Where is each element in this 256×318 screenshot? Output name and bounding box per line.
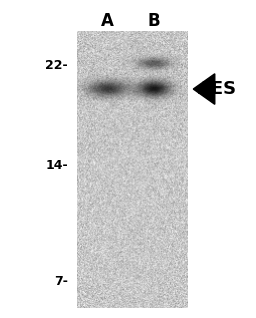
- Text: 14-: 14-: [45, 159, 68, 172]
- Text: B: B: [147, 12, 160, 30]
- Text: 7-: 7-: [54, 275, 68, 288]
- Polygon shape: [193, 74, 215, 104]
- Text: A: A: [101, 12, 114, 30]
- Text: 22-: 22-: [45, 59, 68, 72]
- Text: AES: AES: [198, 80, 238, 98]
